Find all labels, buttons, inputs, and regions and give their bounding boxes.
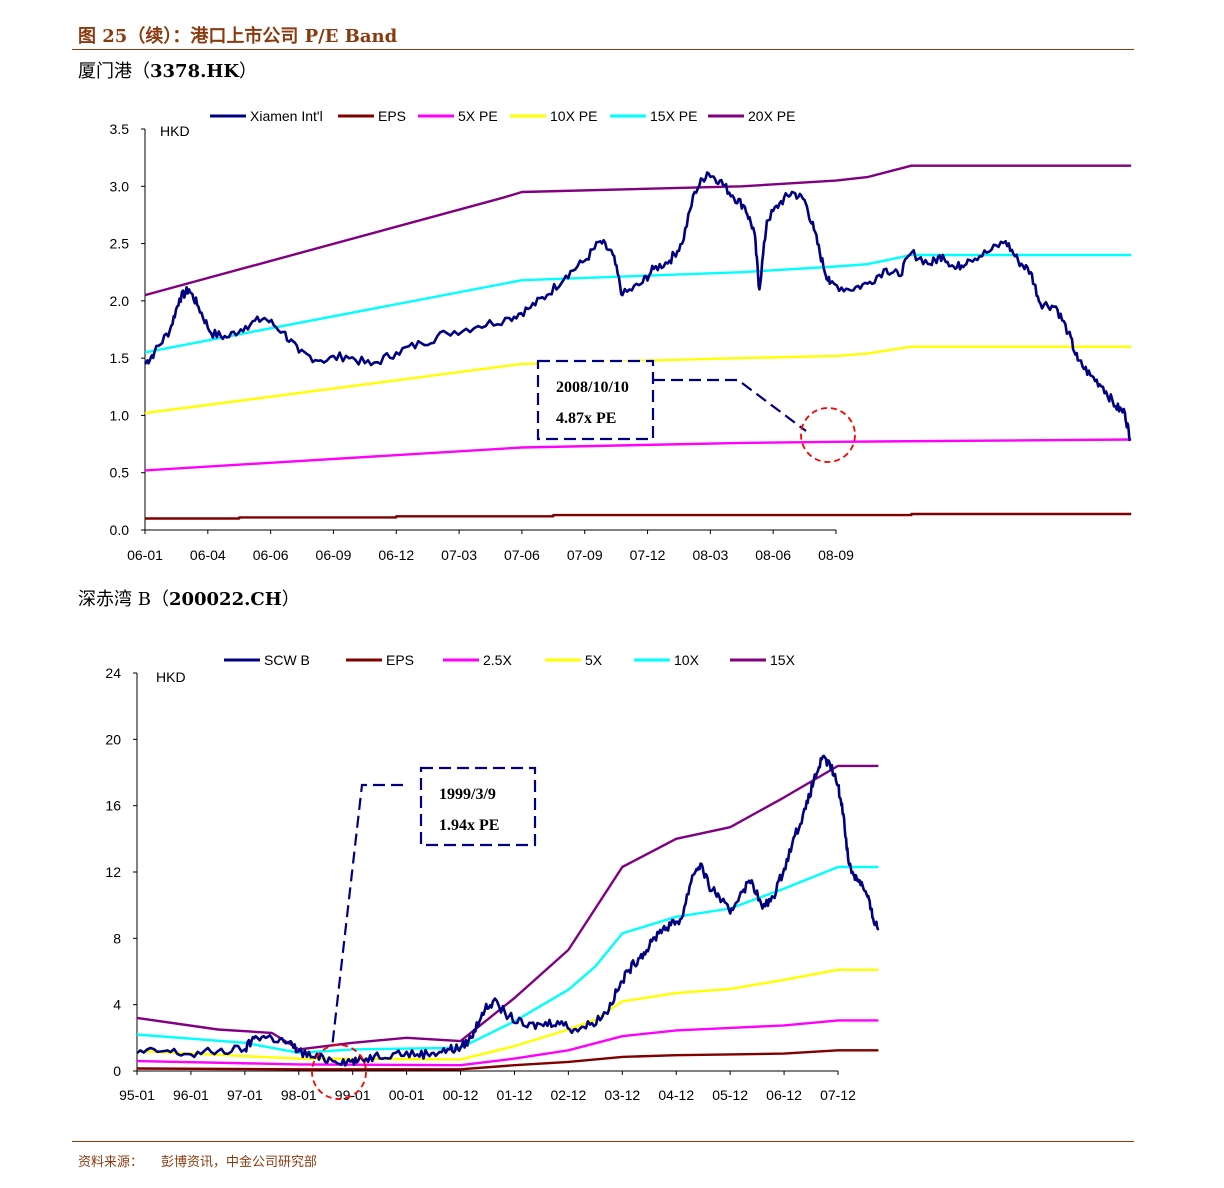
chart1-title-code: 3378.HK <box>150 61 240 82</box>
chart2-series-10x-line <box>136 865 879 1054</box>
chart2-legend-label-2-5x: 2.5X <box>483 652 512 668</box>
chart2-series-2-5x-line <box>136 1019 879 1067</box>
chart1-legend-label-15x-pe: 15X PE <box>650 108 697 124</box>
chart2-x-tick-label: 03-12 <box>604 1087 640 1103</box>
chart1-x-tick-label: 07-09 <box>567 547 603 563</box>
chart1-x-tick-label: 06-09 <box>316 547 352 563</box>
chart2-x-tick-label: 02-12 <box>550 1087 586 1103</box>
chart1-x-tick-label: 08-06 <box>755 547 791 563</box>
chart1-y-tick-label: 0.0 <box>110 522 130 538</box>
chart1-annotation-box <box>536 359 655 441</box>
chart2-legend-label-15x: 15X <box>770 652 796 668</box>
chart2-x-tick-label: 05-12 <box>712 1087 748 1103</box>
footer: 资料来源： 彭博资讯，中金公司研究部 <box>78 1151 317 1170</box>
chart1-y-tick-label: 0.5 <box>110 465 130 481</box>
chart1-x-tick-label: 06-01 <box>127 547 163 563</box>
top-divider <box>72 49 1134 50</box>
chart1-legend-label-xiamen-int-l: Xiamen Int'l <box>250 108 323 124</box>
chart1-y-tick-label: 1.0 <box>110 407 130 423</box>
chart2-y-tick-label: 4 <box>113 997 121 1013</box>
chart1-series-10x-pe-line <box>144 345 1132 415</box>
chart1-x-tick-label: 08-03 <box>692 547 728 563</box>
chart1-x-tick-label: 07-03 <box>441 547 477 563</box>
chart1-x-tick-label: 07-06 <box>504 547 540 563</box>
chart2-annotation-pe: 1.94x PE <box>439 817 499 834</box>
chart1-y-tick-label: 1.5 <box>110 350 130 366</box>
chart1-plot: 3.5 3.0 2.5 2.0 1.5 1.0 0.5 0.0 06-01 06-04 06-06 0… <box>110 108 1132 563</box>
chart1-title-end: ） <box>239 61 258 82</box>
chart2-x-tick-label: 95-01 <box>119 1087 155 1103</box>
chart2-x-tick-label: 06-12 <box>766 1087 802 1103</box>
chart2-annotation-connector <box>330 783 403 1049</box>
chart2-legend-label-eps: EPS <box>386 652 414 668</box>
chart2-plot: 24 20 16 12 8 4 0 95-01 96-01 97-01 98-01 99-01 00-0… <box>105 652 880 1103</box>
chart2-x-tick-label: 07-12 <box>820 1087 856 1103</box>
chart2-annotation-box <box>419 766 537 847</box>
chart2-annotation-date: 1999/3/9 <box>439 786 496 803</box>
chart1-x-tick-label: 06-06 <box>253 547 289 563</box>
chart2-title-cn: 深赤湾 B（ <box>78 589 169 610</box>
chart2-legend-label-10x: 10X <box>674 652 700 668</box>
chart1-highlight-circle <box>800 407 856 463</box>
chart1-annotation-pe: 4.87x PE <box>556 410 616 427</box>
chart2-y-tick-label: 12 <box>105 864 121 880</box>
chart2-series-eps-line <box>136 1049 879 1071</box>
chart1-legend-label-eps: EPS <box>378 108 406 124</box>
chart2-x-tick-label: 96-01 <box>173 1087 209 1103</box>
chart2-y-tick-label: 20 <box>105 731 121 747</box>
chart1-y-tick-label: 2.5 <box>110 236 130 252</box>
chart1-title: 厦门港（3378.HK） <box>78 57 257 83</box>
chart2-y-tick-label: 24 <box>105 665 121 681</box>
chart2-highlight-circle <box>311 1044 367 1100</box>
chart1-y-tick-label: 3.0 <box>110 178 130 194</box>
chart1-series-eps-line <box>145 512 1132 520</box>
chart2-y-tick-label: 8 <box>113 930 121 946</box>
chart1-legend-label-10x-pe: 10X PE <box>550 108 597 124</box>
chart1-annotation-date: 2008/10/10 <box>556 379 629 396</box>
chart2-y-tick-label: 16 <box>105 798 121 814</box>
chart2-series-5x-line <box>136 968 879 1061</box>
chart2-y-unit-label: HKD <box>156 669 186 685</box>
chart2-title: 深赤湾 B（200022.CH） <box>78 585 300 611</box>
chart1-series-5x-pe-line <box>144 438 1132 472</box>
chart1-legend-label-20x-pe: 20X PE <box>748 108 795 124</box>
chart1-y-tick-label: 2.0 <box>110 293 130 309</box>
chart1-annotation-connector <box>653 378 807 432</box>
chart1-y-unit-label: HKD <box>160 123 190 139</box>
chart1-series-15x-pe-line <box>144 253 1132 354</box>
chart1-x-tick-label: 06-12 <box>378 547 414 563</box>
chart2-x-tick-label: 01-12 <box>497 1087 533 1103</box>
chart1-series-20x-pe-line <box>144 164 1132 297</box>
bottom-divider <box>72 1141 1134 1142</box>
chart1-y-tick-label: 3.5 <box>110 121 130 137</box>
figure-title: 图 25（续）：港口上市公司 P/E Band <box>78 26 398 47</box>
chart2-series-scw-b-line <box>136 754 880 1067</box>
chart2-x-tick-label: 99-01 <box>335 1087 371 1103</box>
chart1-x-tick-label: 06-04 <box>190 547 226 563</box>
chart2-title-code: 200022.CH <box>168 589 282 610</box>
chart1-legend-label-5x-pe: 5X PE <box>458 108 498 124</box>
chart2-x-tick-label: 98-01 <box>281 1087 317 1103</box>
chart1-x-tick-label: 07-12 <box>630 547 666 563</box>
chart2-y-tick-label: 0 <box>113 1063 121 1079</box>
chart2-x-tick-label: 97-01 <box>227 1087 263 1103</box>
chart2-legend-label-scw-b: SCW B <box>264 652 310 668</box>
chart2-title-end: ） <box>281 589 300 610</box>
chart1-series-xiamen-int-l-line <box>144 171 1132 442</box>
chart1-title-cn: 厦门港（ <box>78 61 150 82</box>
chart2-x-tick-label: 00-12 <box>443 1087 479 1103</box>
chart2-x-tick-label: 00-01 <box>389 1087 425 1103</box>
footer-source-label: 资料来源： <box>78 1155 144 1170</box>
chart1-x-tick-label: 08-09 <box>818 547 854 563</box>
chart2-legend-label-5x: 5X <box>585 652 603 668</box>
footer-source-text: 彭博资讯，中金公司研究部 <box>161 1155 318 1170</box>
chart2-x-tick-label: 04-12 <box>658 1087 694 1103</box>
